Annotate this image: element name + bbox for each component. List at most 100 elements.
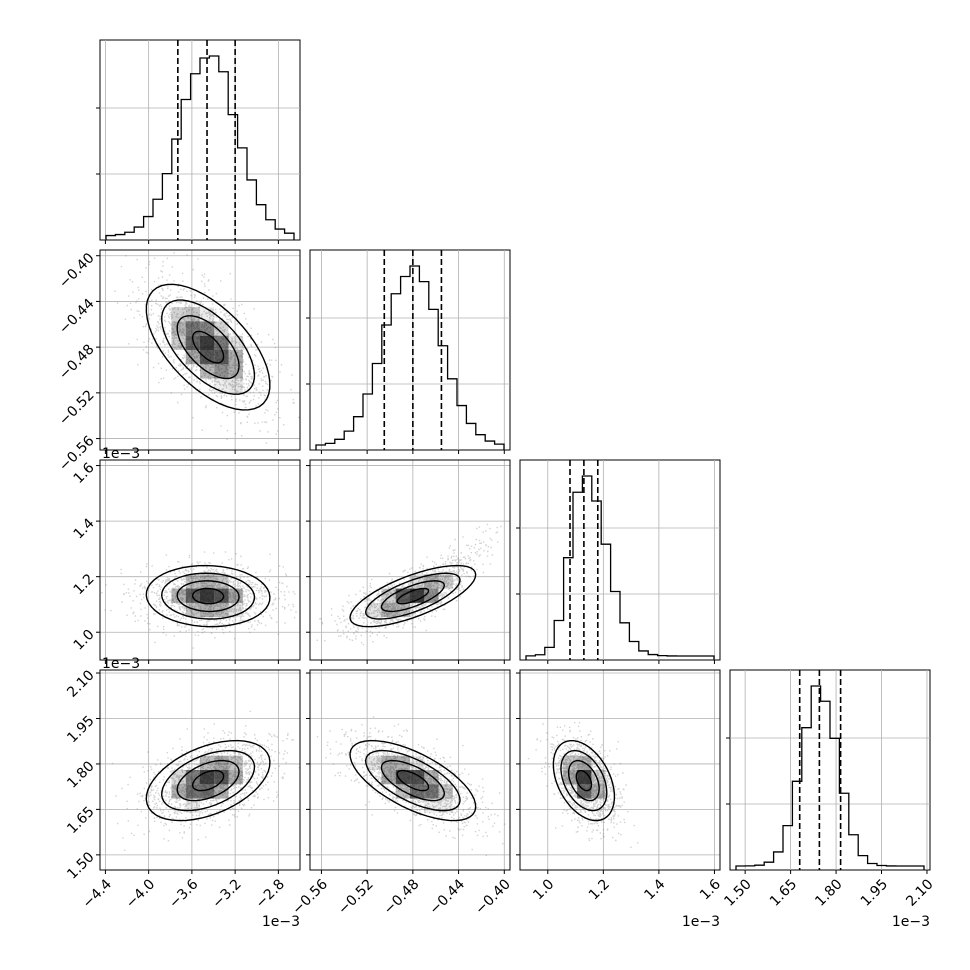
- contour-line: [161, 299, 256, 395]
- x-offset-label: 1e−3: [262, 914, 300, 930]
- density-cell: [200, 602, 215, 618]
- density-cell: [214, 755, 229, 770]
- scatter-panel-2-0: [96, 459, 301, 664]
- x-tick-label: −0.52: [335, 876, 377, 918]
- histogram-step: [315, 265, 505, 450]
- density-cell: [185, 335, 200, 350]
- density-cell: [410, 784, 425, 799]
- contour-line: [349, 739, 477, 822]
- x-tick-label: −0.56: [289, 876, 331, 918]
- density-cell: [185, 574, 200, 589]
- density-cell: [214, 588, 229, 603]
- density-cell: [214, 350, 229, 365]
- density-cell: [171, 588, 186, 603]
- density-cell: [171, 770, 186, 785]
- density-cell: [395, 770, 410, 785]
- y-tick-label: 1.4: [71, 515, 98, 542]
- contour-line: [364, 572, 461, 620]
- density-cell: [395, 755, 410, 770]
- hist-panel-2: [516, 459, 721, 664]
- scatter-panel-3-0: [96, 669, 301, 874]
- contour-line: [575, 769, 593, 792]
- contour-line: [349, 564, 477, 628]
- y-tick-label: 2.10: [64, 667, 97, 700]
- x-tick-label: 1.2: [586, 876, 613, 903]
- density-cell: [367, 755, 382, 770]
- contour-line: [396, 769, 430, 792]
- contour-line: [160, 749, 256, 812]
- density-cell: [200, 784, 215, 799]
- y-offset-label: 1e−3: [102, 446, 140, 462]
- contour-line: [192, 769, 225, 792]
- x-tick-label: −0.40: [472, 876, 514, 918]
- panel-frame: [309, 669, 511, 871]
- contour-line: [364, 749, 461, 812]
- contour-line: [160, 572, 256, 620]
- density-cell: [185, 602, 200, 618]
- histogram-step: [735, 685, 925, 870]
- sample-points: [101, 551, 297, 649]
- density-cell: [185, 350, 200, 365]
- contour-line: [380, 759, 446, 802]
- density-cell: [438, 574, 453, 589]
- x-tick-label: 1.0: [530, 876, 557, 903]
- x-tick-label: −3.6: [166, 876, 201, 911]
- contour-line: [176, 580, 240, 613]
- histogram-step: [525, 475, 715, 660]
- y-tick-label: 1.50: [64, 849, 97, 882]
- x-tick-label: 1.80: [812, 876, 845, 909]
- y-tick-label: −0.44: [56, 296, 98, 338]
- density-cell: [228, 378, 243, 393]
- density-cell: [214, 335, 229, 350]
- panel-content: [114, 252, 300, 444]
- density-cell: [381, 755, 396, 770]
- density-cell: [171, 307, 186, 322]
- density-cell: [438, 798, 453, 813]
- y-tick-label: 1.80: [64, 758, 97, 791]
- contour-line: [176, 759, 240, 802]
- density-cell: [577, 770, 592, 785]
- x-tick-label: −2.8: [253, 876, 288, 911]
- density-cell: [228, 350, 243, 365]
- y-tick-label: −0.52: [56, 387, 98, 429]
- x-tick-label: 2.10: [903, 876, 936, 909]
- density-cell: [424, 784, 439, 799]
- density-cell: [381, 602, 396, 618]
- density-cell: [381, 770, 396, 785]
- scatter-panel-1-0: [96, 249, 301, 454]
- panel-frame: [309, 249, 511, 451]
- density-cell: [185, 321, 200, 336]
- contour-line: [145, 739, 271, 822]
- x-offset-label: 1e−3: [682, 914, 720, 930]
- contour-line: [560, 750, 608, 812]
- contour-line: [380, 580, 446, 613]
- x-tick-label: 1.65: [767, 876, 800, 909]
- x-tick-label: 1.4: [641, 876, 668, 903]
- contour-line: [396, 587, 430, 605]
- hist-panel-1: [306, 249, 511, 454]
- x-tick-label: −0.44: [427, 876, 469, 918]
- panel-frame: [519, 669, 721, 871]
- x-tick-label: −0.48: [381, 876, 423, 918]
- density-cell: [171, 321, 186, 336]
- panel-frame: [519, 459, 721, 661]
- panel-content: [527, 721, 639, 848]
- density-cell: [228, 770, 243, 785]
- panel-frame: [309, 459, 511, 661]
- density-cell: [214, 574, 229, 589]
- density-cell: [214, 364, 229, 379]
- panel-frame: [729, 669, 931, 871]
- x-tick-label: −4.4: [80, 876, 115, 911]
- y-tick-label: −0.48: [56, 341, 98, 383]
- density-cell: [367, 602, 382, 618]
- density-cell: [228, 755, 243, 770]
- density-cell: [200, 588, 215, 603]
- y-tick-label: 1.95: [64, 713, 97, 746]
- x-tick-label: 1.6: [697, 876, 724, 903]
- x-tick-label: −4.0: [123, 876, 158, 911]
- panels-layer: −4.4 −4.0 −3.6 −3.2 −2.81e−3−0.56 −0.52 −0.48−…: [56, 39, 937, 930]
- x-tick-label: −3.2: [209, 876, 244, 911]
- density-cell: [214, 321, 229, 336]
- y-offset-label: 1e−3: [102, 656, 140, 672]
